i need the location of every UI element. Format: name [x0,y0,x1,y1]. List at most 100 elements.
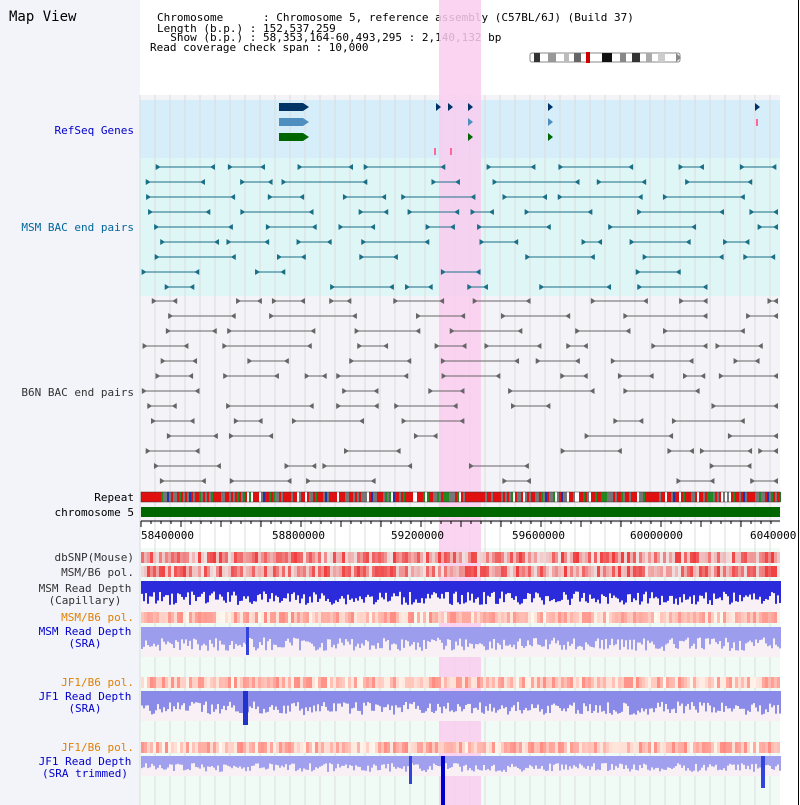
depth-bar [655,627,657,649]
heat-cell [606,742,609,753]
depth-bar [429,581,431,599]
depth-bar [751,691,753,705]
depth-bar [489,627,491,642]
jf1-b6-pol-label[interactable]: JF1/B6 pol. [61,676,134,689]
heat-cell [372,677,375,688]
dbsnp-label[interactable]: dbSNP(Mouse) [54,551,134,564]
jf1-read-depth-trim-label[interactable]: JF1 Read Depth (SRA trimmed) [30,756,140,780]
heat-cell [651,742,654,753]
heat-cell [177,612,180,623]
gene-arrow [303,103,309,111]
heat-cell [390,552,393,563]
heat-cell [576,566,579,577]
depth-bar [481,756,483,771]
heat-cell [276,612,279,623]
bac-end-marker [616,448,622,454]
depth-bar [299,627,301,651]
heat-cell [738,742,741,753]
depth-bar [549,756,551,764]
depth-bar [653,691,655,713]
repeat-segment [285,492,287,502]
depth-bar [627,756,629,769]
heat-cell [645,566,648,577]
repeat-segment [401,492,403,502]
heat-cell [324,552,327,563]
depth-bar [501,756,503,772]
chromosome-label: chromosome 5 [54,506,134,519]
heat-cell [462,552,465,563]
msm-read-depth-sra-label[interactable]: MSM Read Depth (SRA) [30,626,140,650]
depth-bar [451,756,453,768]
heat-cell [753,612,756,623]
heat-cell [186,552,189,563]
heat-cell [711,612,714,623]
depth-bar [623,691,625,703]
depth-bar [145,756,147,764]
jf1-b6-pol-label-2[interactable]: JF1/B6 pol. [61,741,134,754]
repeat-segment [141,492,143,502]
heat-cell [273,742,276,753]
chromosome-ideogram[interactable] [528,52,688,64]
refseq-genes-label[interactable]: RefSeq Genes [54,124,134,137]
depth-bar [479,581,481,605]
heat-cell [618,552,621,563]
depth-bar [475,627,477,645]
repeat-segment [493,492,495,502]
heat-cell [144,552,147,563]
heat-cell [492,612,495,623]
msm-bac-label[interactable]: MSM BAC end pairs [21,221,134,234]
heat-cell [675,552,678,563]
depth-bar [367,756,369,766]
depth-bar [711,691,713,713]
msm-read-depth-cap-label[interactable]: MSM Read Depth (Capillary) [30,583,140,607]
heat-cell [159,552,162,563]
heat-cell [348,552,351,563]
depth-bar [169,756,171,765]
depth-bar [401,581,403,605]
heat-cell [468,552,471,563]
heat-cell [423,552,426,563]
bac-end-marker [582,343,588,349]
depth-bar [479,691,481,703]
depth-bar [637,756,639,771]
bac-end-marker [625,328,631,334]
bac-end-marker [407,463,413,469]
heat-cell [354,742,357,753]
depth-bar [269,756,271,764]
depth-bar [459,756,461,767]
repeat-segment [295,492,297,502]
depth-bar [575,581,577,592]
depth-bar [717,627,719,645]
repeat-segment [281,492,283,502]
bac-end-marker [449,224,455,230]
heat-cell [588,566,591,577]
heat-cell [297,742,300,753]
depth-bar [173,756,175,772]
depth-bar [403,691,405,706]
depth-bar [279,627,281,648]
depth-bar [517,756,519,769]
repeat-segment [709,492,711,502]
heat-cell [198,552,201,563]
jf1-read-depth-sra-label[interactable]: JF1 Read Depth (SRA) [30,691,140,715]
depth-bar [271,756,273,765]
b6n-bac-label[interactable]: B6N BAC end pairs [21,386,134,399]
msm-b6-pol-label[interactable]: MSM/B6 pol. [61,566,134,579]
depth-bar [707,581,709,604]
depth-bar [225,756,227,765]
heat-cell [234,552,237,563]
msm-read-depth-sra-sub: (SRA) [68,637,102,650]
heat-cell [576,612,579,623]
depth-bar [211,581,213,594]
bac-end-marker [530,164,536,170]
heat-cell [387,742,390,753]
depth-bar [563,627,565,645]
msm-b6-pol-label-2[interactable]: MSM/B6 pol. [61,611,134,624]
depth-bar [363,756,365,771]
heat-cell [633,552,636,563]
heat-cell [405,677,408,688]
heat-cell [774,552,777,563]
depth-bar [629,756,631,772]
depth-bar [647,756,649,770]
